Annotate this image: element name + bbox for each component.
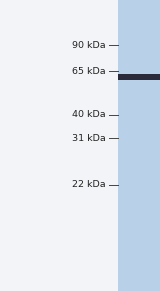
Text: 40 kDa: 40 kDa	[72, 111, 106, 119]
Text: 65 kDa: 65 kDa	[72, 67, 106, 76]
Bar	[118, 74, 160, 80]
Text: 90 kDa: 90 kDa	[72, 41, 106, 49]
Text: 31 kDa: 31 kDa	[72, 134, 106, 143]
Text: 22 kDa: 22 kDa	[72, 180, 106, 189]
Bar	[118, 0, 160, 291]
